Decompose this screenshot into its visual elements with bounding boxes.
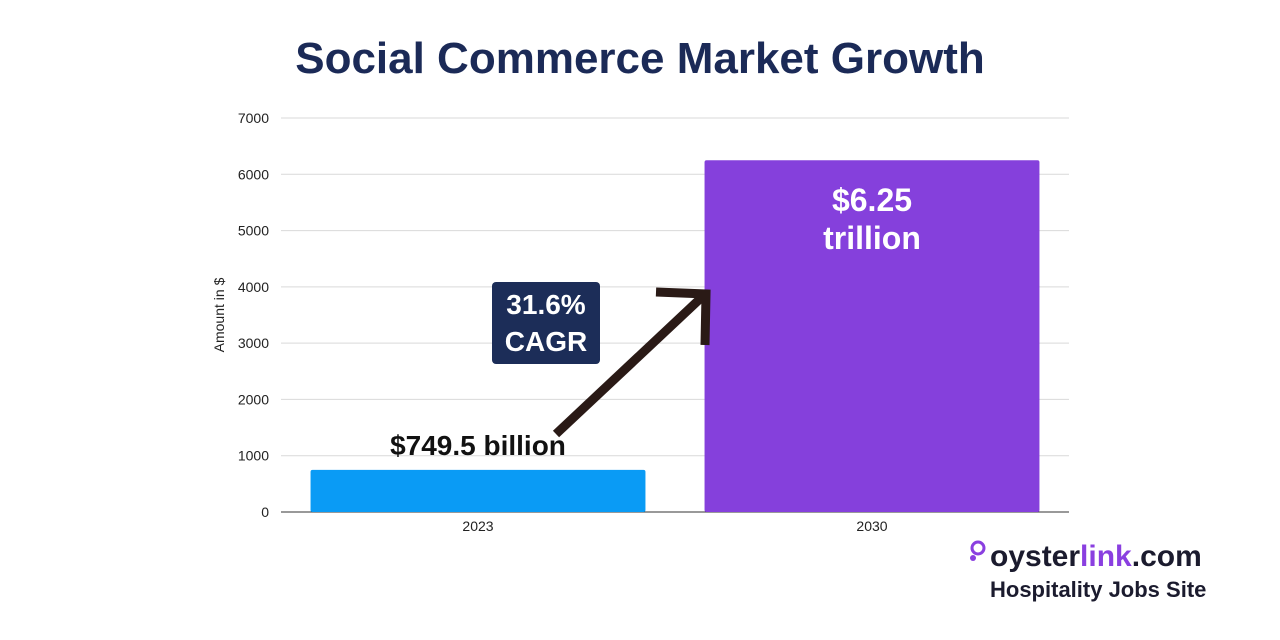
cagr-label: CAGR: [505, 326, 587, 357]
brand-name: oysterlink.com: [990, 540, 1202, 573]
brand-oyster: oyster: [990, 540, 1080, 573]
cagr-value: 31.6%: [506, 289, 585, 320]
brand-dotcom: .com: [1132, 540, 1202, 573]
value-label-2030: $6.25 trillion: [823, 182, 921, 256]
y-tick-0: 0: [261, 504, 269, 520]
y-axis-label: Amount in $: [211, 277, 227, 352]
growth-arrow-icon: [552, 287, 711, 438]
value-labels: $749.5 billion $6.25 trillion: [390, 182, 921, 461]
x-tick-2030: 2030: [856, 518, 887, 534]
brand-logo: oysterlink.com Hospitality Jobs Site: [970, 540, 1206, 602]
y-tick-6000: 6000: [238, 166, 269, 182]
gridlines: [281, 117, 1069, 513]
cagr-annotation: 31.6% CAGR: [492, 282, 600, 364]
y-tick-1000: 1000: [238, 448, 269, 464]
bars: [310, 160, 1040, 512]
oyster-logo-icon: [970, 540, 986, 561]
y-tick-4000: 4000: [238, 279, 269, 295]
x-tick-labels: 2023 2030: [462, 518, 887, 534]
chart-title: Social Commerce Market Growth: [295, 34, 985, 83]
y-tick-2000: 2000: [238, 391, 269, 407]
y-tick-7000: 7000: [238, 110, 269, 126]
brand-tagline: Hospitality Jobs Site: [990, 577, 1206, 602]
y-tick-3000: 3000: [238, 335, 269, 351]
value-label-2023: $749.5 billion: [390, 430, 566, 461]
brand-link: link: [1080, 540, 1132, 573]
bar-2030: [704, 160, 1040, 512]
bar-2023: [310, 469, 646, 512]
x-tick-2023: 2023: [462, 518, 493, 534]
y-tick-labels: 0 1000 2000 3000 4000 5000 6000 7000: [238, 110, 269, 520]
y-tick-5000: 5000: [238, 223, 269, 239]
cagr-box: [492, 282, 600, 364]
